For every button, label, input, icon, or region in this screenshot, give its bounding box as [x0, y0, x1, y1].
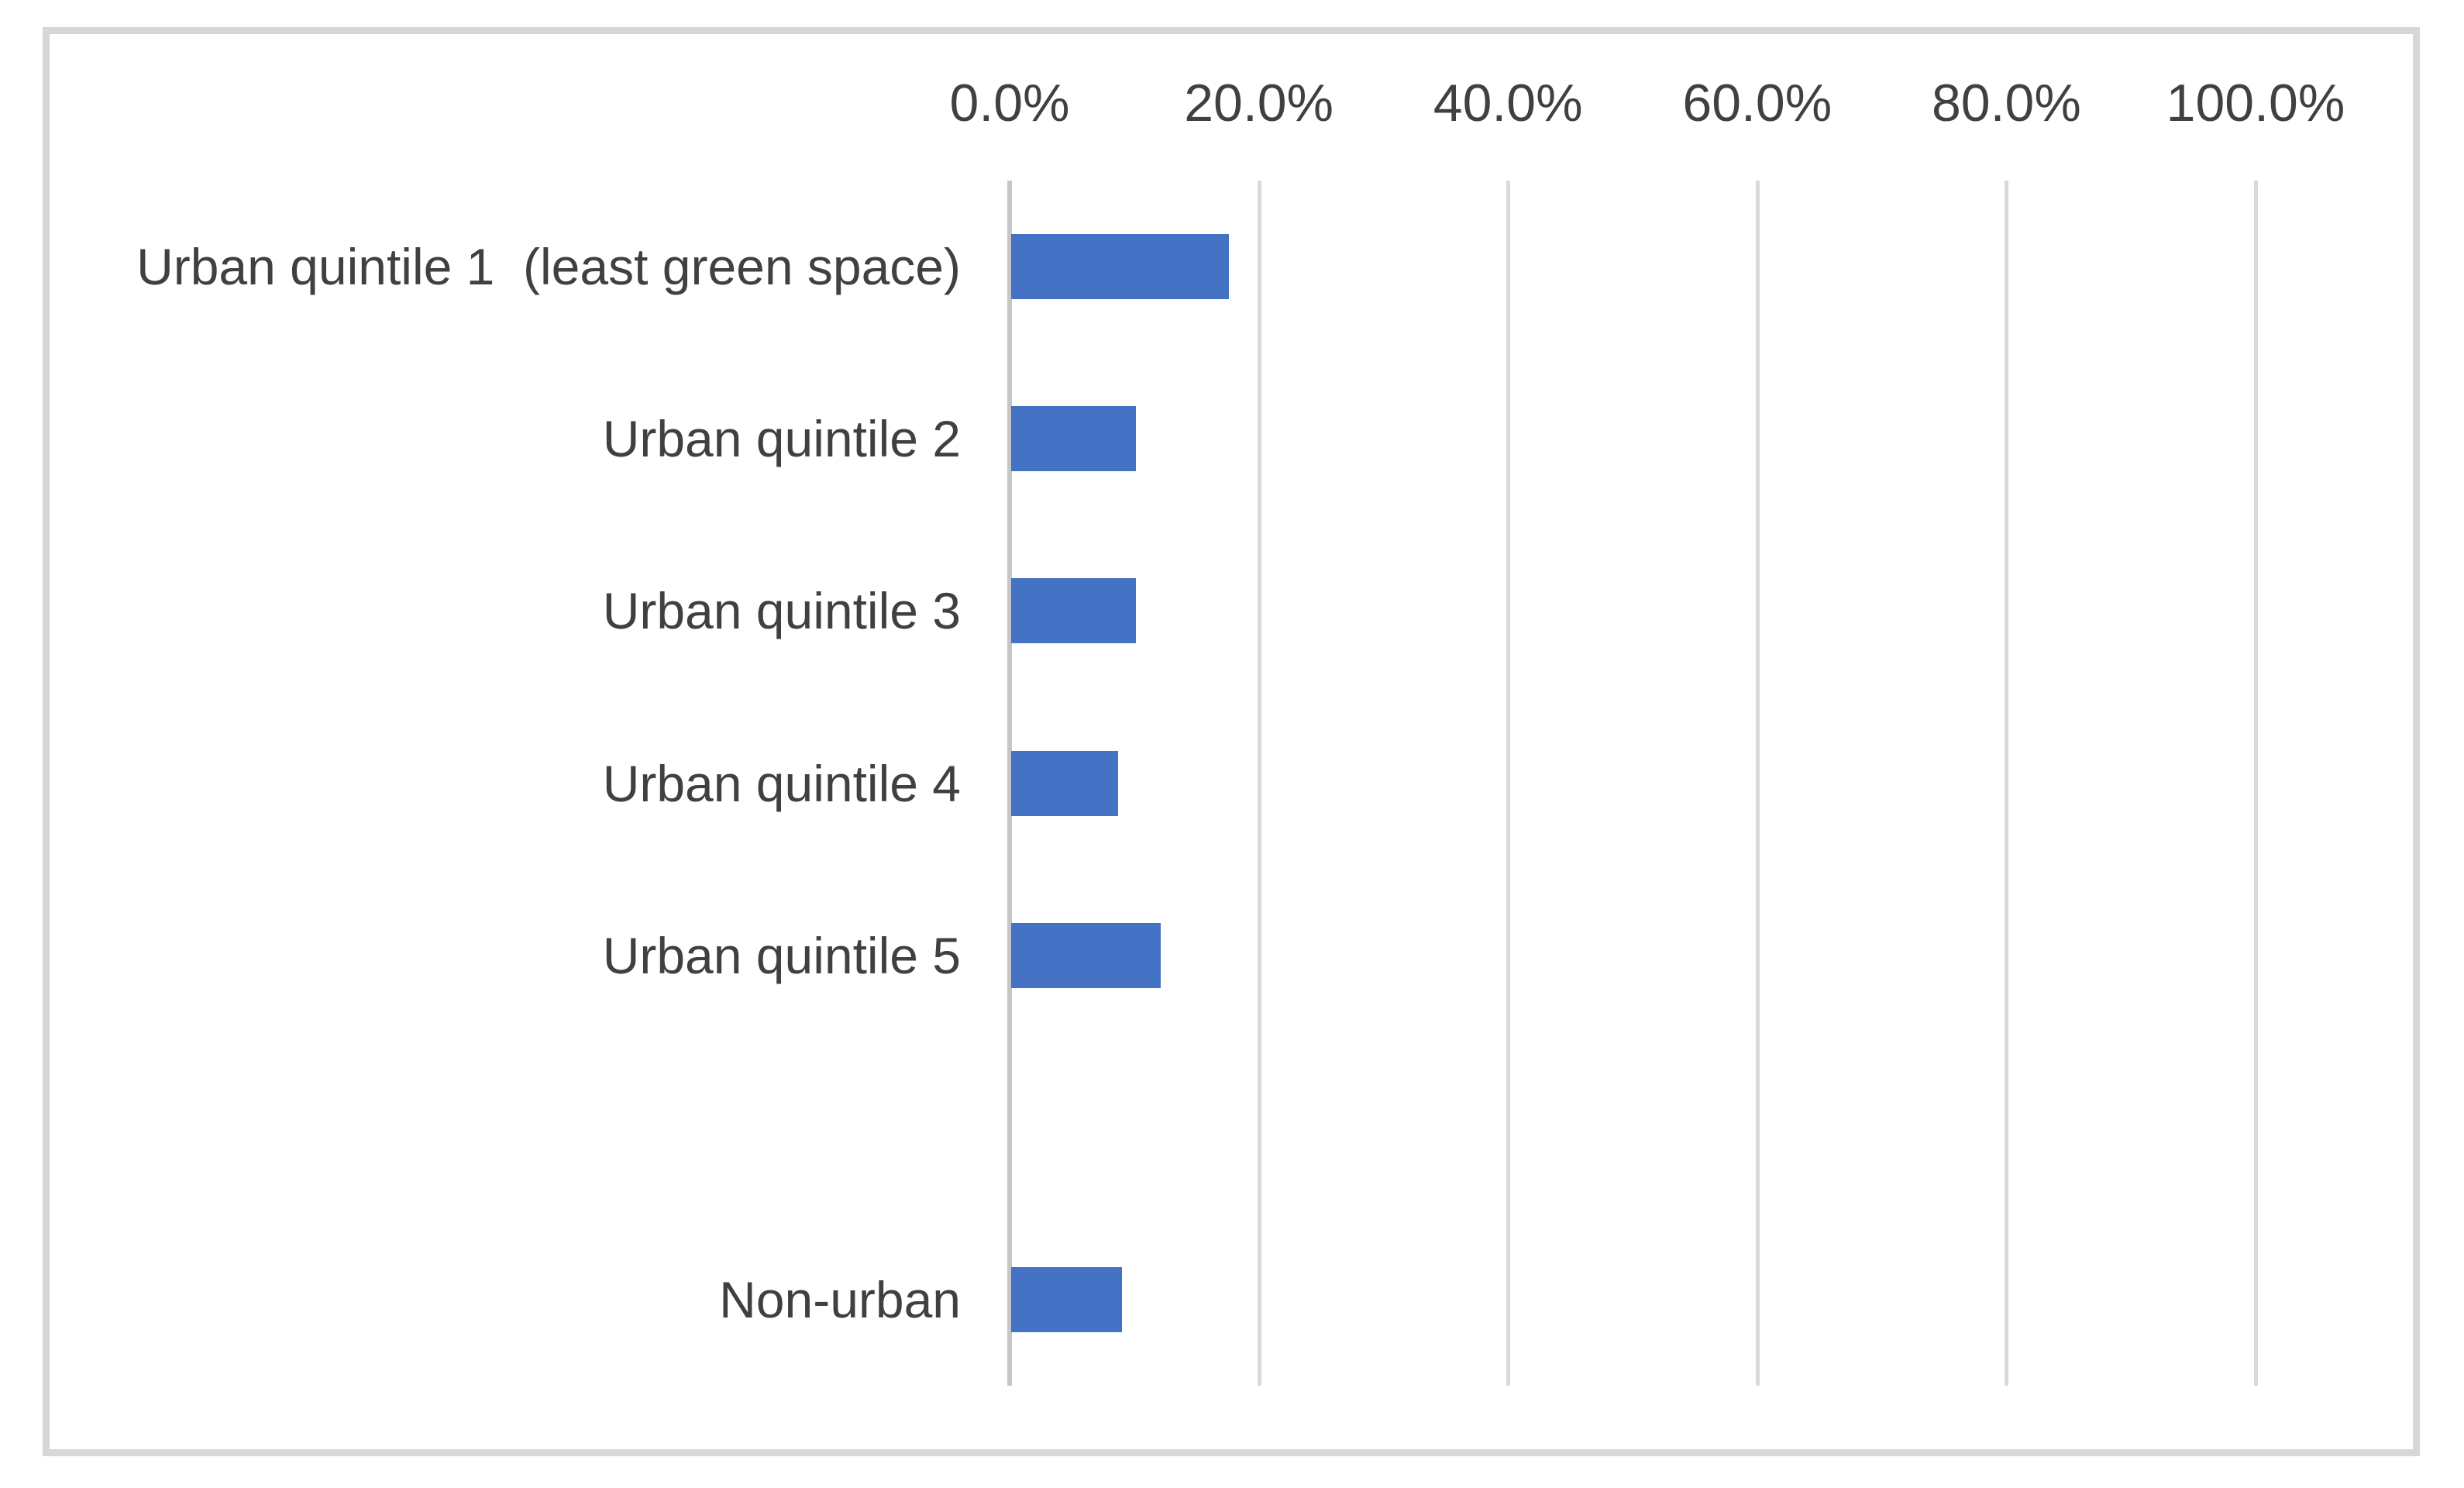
bar [1011, 1266, 1122, 1332]
x-axis-tick-label: 20.0% [1184, 74, 1334, 133]
x-axis-tick-label: 0.0% [949, 74, 1070, 133]
category-label: Urban quintile 5 [602, 926, 961, 984]
x-axis-tick-label: 80.0% [1931, 74, 2081, 133]
bar [1011, 578, 1136, 644]
gridline [1506, 181, 1511, 1386]
category-label: Urban quintile 3 [602, 582, 961, 640]
bar [1011, 922, 1161, 988]
category-label: Urban quintile 1 (least green space) [136, 238, 961, 296]
bar [1011, 234, 1229, 300]
chart-border-frame [43, 27, 2420, 1456]
category-label: Non-urban [719, 1270, 961, 1328]
category-label: Urban quintile 2 [602, 410, 961, 468]
gridline [1755, 181, 1760, 1386]
gridline [2005, 181, 2009, 1386]
gridline [2254, 181, 2258, 1386]
x-axis-tick-label: 100.0% [2166, 74, 2345, 133]
bar [1011, 406, 1136, 472]
category-label: Urban quintile 4 [602, 754, 961, 812]
value-axis-line [1007, 181, 1012, 1386]
gridline [1257, 181, 1261, 1386]
x-axis-tick-label: 40.0% [1433, 74, 1583, 133]
bar [1011, 750, 1118, 816]
x-axis-tick-label: 60.0% [1682, 74, 1833, 133]
